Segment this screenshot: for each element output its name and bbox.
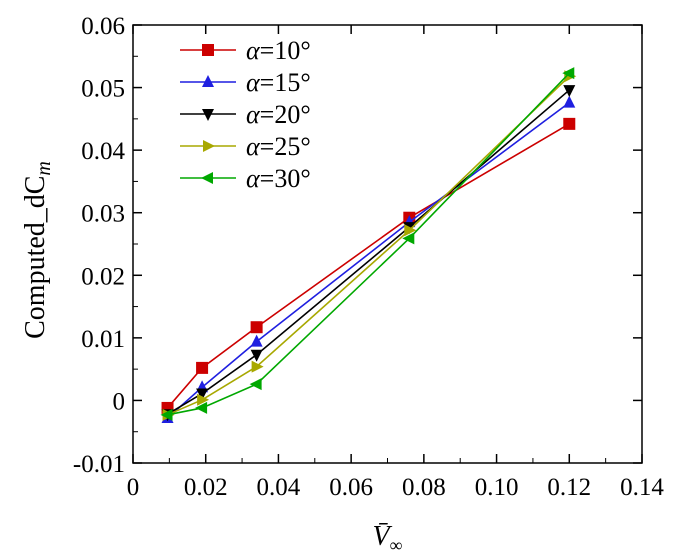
series-5 — [160, 67, 575, 421]
data-point — [402, 232, 415, 245]
legend-entry: α=30° — [180, 164, 311, 193]
legend-entry: α=10° — [180, 36, 311, 65]
axis-titles: V̄∞ Computed_dCm — [20, 161, 403, 555]
x-tick-label: 0 — [127, 474, 140, 501]
y-tick-label: 0.04 — [81, 138, 125, 165]
data-point — [563, 85, 576, 98]
y-tick-label: 0.05 — [81, 76, 125, 103]
y-tick-label: 0.03 — [81, 201, 125, 228]
x-tick-label: 0.12 — [547, 474, 591, 501]
y-axis-title: Computed_dCm — [20, 161, 55, 339]
x-tick-label: 0.04 — [257, 474, 301, 501]
x-tick-label: 0.06 — [329, 474, 373, 501]
y-axis-title-subscript: m — [33, 161, 55, 175]
data-point — [404, 224, 417, 237]
legend-label: α=30° — [246, 164, 311, 193]
data-point — [196, 388, 209, 401]
series-layer — [160, 67, 577, 423]
data-point — [563, 117, 576, 130]
x-tick-label: 0.08 — [402, 474, 446, 501]
data-point — [195, 401, 208, 414]
y-tick-label: -0.01 — [73, 451, 125, 478]
legend-label: α=20° — [246, 100, 311, 129]
legend-label: α=15° — [246, 68, 311, 97]
y-tick-label: 0 — [113, 388, 126, 415]
x-tick-label: 0.10 — [475, 474, 519, 501]
data-point — [563, 95, 576, 108]
y-tick-label: 0.01 — [81, 326, 125, 353]
legend-entry: α=25° — [180, 132, 311, 161]
data-point — [249, 378, 262, 391]
legend-marker — [202, 109, 214, 121]
legend: α=10° α=15° α=20° α=25° α=30° — [180, 36, 311, 193]
series-2 — [161, 95, 576, 423]
series-line — [167, 75, 570, 416]
x-axis-title-main: V̄ — [373, 521, 393, 552]
data-point — [160, 408, 173, 421]
x-tick-label: 0.02 — [184, 474, 228, 501]
x-tick-label: 0.14 — [620, 474, 664, 501]
y-tick-label: 0.06 — [81, 13, 125, 40]
legend-marker — [201, 172, 213, 184]
legend-label: α=10° — [246, 36, 311, 65]
data-point — [251, 360, 264, 373]
y-tick-label: 0.02 — [81, 263, 125, 290]
legend-marker — [202, 44, 214, 56]
data-point — [562, 67, 575, 80]
data-point — [250, 334, 263, 347]
legend-marker — [203, 140, 215, 152]
y-axis-title-main: Computed_dC — [20, 176, 51, 339]
plot-frame — [132, 24, 643, 464]
data-point — [197, 393, 210, 406]
x-axis-title: V̄∞ — [373, 521, 403, 555]
legend-label: α=25° — [246, 132, 311, 161]
legend-entry: α=15° — [180, 68, 311, 97]
data-point — [250, 349, 263, 362]
legend-marker — [202, 75, 214, 87]
series-4 — [162, 70, 577, 421]
data-point — [196, 361, 209, 374]
axes: 0 0.02 0.04 0.06 0.08 0.10 0.12 0.14-0.0100.010… — [73, 13, 664, 501]
x-axis-title-subscript: ∞ — [390, 535, 403, 555]
legend-entry: α=20° — [180, 100, 311, 129]
series-line — [167, 72, 570, 416]
data-point — [250, 321, 263, 334]
